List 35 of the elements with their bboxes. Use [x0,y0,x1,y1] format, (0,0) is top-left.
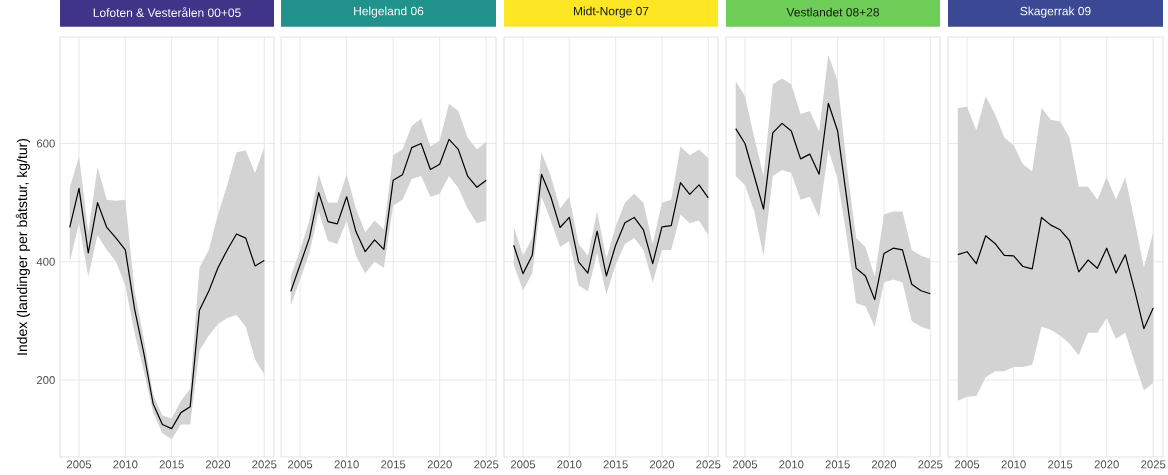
x-tick-label: 2025 [1141,460,1166,469]
x-tick-label: 2005 [288,460,313,469]
y-tick-label: 200 [36,376,55,385]
x-tick-label: 2010 [334,460,359,469]
x-tick-label: 2015 [159,460,184,469]
chart-title: Helgeland 06 [354,6,424,18]
x-tick-label: 2020 [649,460,675,469]
y-tick-label: 600 [36,139,55,148]
x-tick-label: 2005 [955,460,980,469]
x-tick-label: 2010 [1001,460,1026,469]
chart-title: Skagerrak 09 [1020,6,1091,18]
x-tick-label: 2005 [66,460,92,469]
x-tick-label: 2025 [252,460,277,469]
chart-title: Lofoten & Vesterålen 00+05 [93,7,241,17]
chart-title: Midt-Norge 07 [573,6,649,18]
x-tick-label: 2015 [825,460,850,469]
x-tick-label: 2025 [696,460,721,469]
x-tick-label: 2010 [779,460,804,469]
line-series [69,187,265,430]
x-tick-label: 2005 [510,460,536,469]
y-axis-title: Index (landinger per båtstur, kg/tur) [15,138,30,355]
x-tick-label: 2020 [427,460,452,469]
x-tick-label: 2010 [113,460,138,469]
x-tick-label: 2025 [474,460,499,469]
x-tick-label: 2015 [1048,460,1073,469]
x-tick-label: 2015 [381,460,406,469]
x-tick-label: 2010 [557,460,582,469]
x-tick-label: 2025 [918,460,943,469]
x-tick-label: 2020 [205,460,231,469]
x-tick-label: 2020 [871,460,897,469]
x-tick-label: 2005 [732,460,758,469]
chart-title: Vestlandet 08+28 [786,7,879,17]
x-tick-label: 2020 [1094,460,1119,469]
y-tick-label: 400 [36,257,55,266]
x-tick-label: 2015 [603,460,628,469]
